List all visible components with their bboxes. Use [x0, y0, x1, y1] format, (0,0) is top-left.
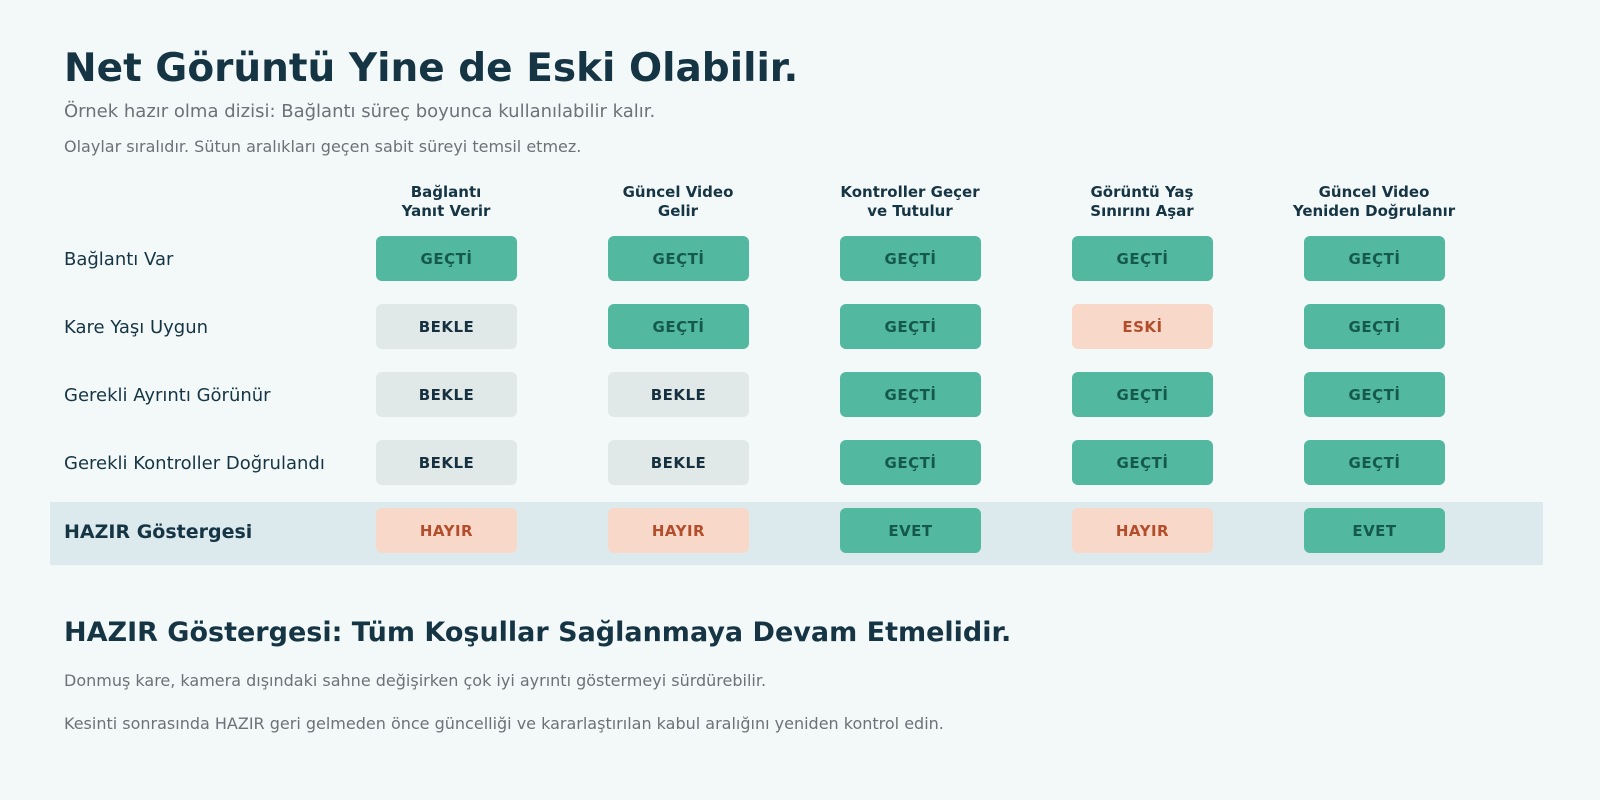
column-header-line: Gelir — [657, 202, 699, 220]
column-header-line: Güncel Video — [622, 183, 734, 201]
status-cell: BEKLE — [608, 440, 749, 485]
status-cell: GEÇTİ — [840, 440, 981, 485]
footer-note-recheck: Kesinti sonrasında HAZIR geri gelmeden ö… — [64, 714, 944, 733]
sequence-note: Olaylar sıralıdır. Sütun aralıkları geçe… — [64, 137, 582, 156]
status-cell: GEÇTİ — [608, 236, 749, 281]
status-cell: ESKİ — [1072, 304, 1213, 349]
ready-cell: EVET — [840, 508, 981, 553]
status-cell: GEÇTİ — [840, 236, 981, 281]
column-header-image-age-exceeded: Görüntü Yaş Sınırını Aşar — [1042, 183, 1242, 221]
status-cell: BEKLE — [376, 440, 517, 485]
status-cell: GEÇTİ — [376, 236, 517, 281]
row-label-connection: Bağlantı Var — [64, 249, 174, 270]
ready-cell: EVET — [1304, 508, 1445, 553]
column-header-line: Yeniden Doğrulanır — [1292, 202, 1456, 220]
row-label-frame-age: Kare Yaşı Uygun — [64, 317, 209, 338]
row-label-detail-visible: Gerekli Ayrıntı Görünür — [64, 385, 271, 406]
column-header-line: ve Tutulur — [867, 202, 953, 220]
page-title: Net Görüntü Yine de Eski Olabilir. — [64, 46, 799, 91]
status-cell: BEKLE — [608, 372, 749, 417]
status-cell: GEÇTİ — [1304, 236, 1445, 281]
column-header-line: Kontroller Geçer — [840, 183, 980, 201]
column-header-checks-pass: Kontroller Geçer ve Tutulur — [810, 183, 1010, 221]
status-cell: BEKLE — [376, 304, 517, 349]
status-cell: GEÇTİ — [1072, 236, 1213, 281]
row-label-checks-verified: Gerekli Kontroller Doğrulandı — [64, 453, 325, 474]
column-header-line: Sınırını Aşar — [1090, 202, 1194, 220]
page-subtitle: Örnek hazır olma dizisi: Bağlantı süreç … — [64, 101, 656, 122]
ready-cell: HAYIR — [376, 508, 517, 553]
status-cell: GEÇTİ — [840, 372, 981, 417]
status-cell: GEÇTİ — [840, 304, 981, 349]
ready-row-highlight — [50, 502, 1543, 565]
ready-cell: HAYIR — [1072, 508, 1213, 553]
column-header-connection-responds: Bağlantı Yanıt Verir — [346, 183, 546, 221]
status-cell: GEÇTİ — [1304, 372, 1445, 417]
column-header-line: Yanıt Verir — [401, 202, 491, 220]
column-header-line: Görüntü Yaş — [1090, 183, 1194, 201]
status-cell: BEKLE — [376, 372, 517, 417]
footer-title: HAZIR Göstergesi: Tüm Koşullar Sağlanmay… — [64, 617, 1012, 648]
status-cell: GEÇTİ — [1072, 372, 1213, 417]
ready-cell: HAYIR — [608, 508, 749, 553]
status-cell: GEÇTİ — [1304, 440, 1445, 485]
footer-note-frozen-frame: Donmuş kare, kamera dışındaki sahne deği… — [64, 671, 767, 690]
column-header-line: Güncel Video — [1318, 183, 1430, 201]
status-cell: GEÇTİ — [1304, 304, 1445, 349]
column-header-current-video-arrives: Güncel Video Gelir — [578, 183, 778, 221]
status-cell: GEÇTİ — [608, 304, 749, 349]
row-label-ready-indicator: HAZIR Göstergesi — [64, 521, 253, 543]
status-cell: GEÇTİ — [1072, 440, 1213, 485]
column-header-video-revalidated: Güncel Video Yeniden Doğrulanır — [1274, 183, 1474, 221]
column-header-line: Bağlantı — [410, 183, 482, 201]
